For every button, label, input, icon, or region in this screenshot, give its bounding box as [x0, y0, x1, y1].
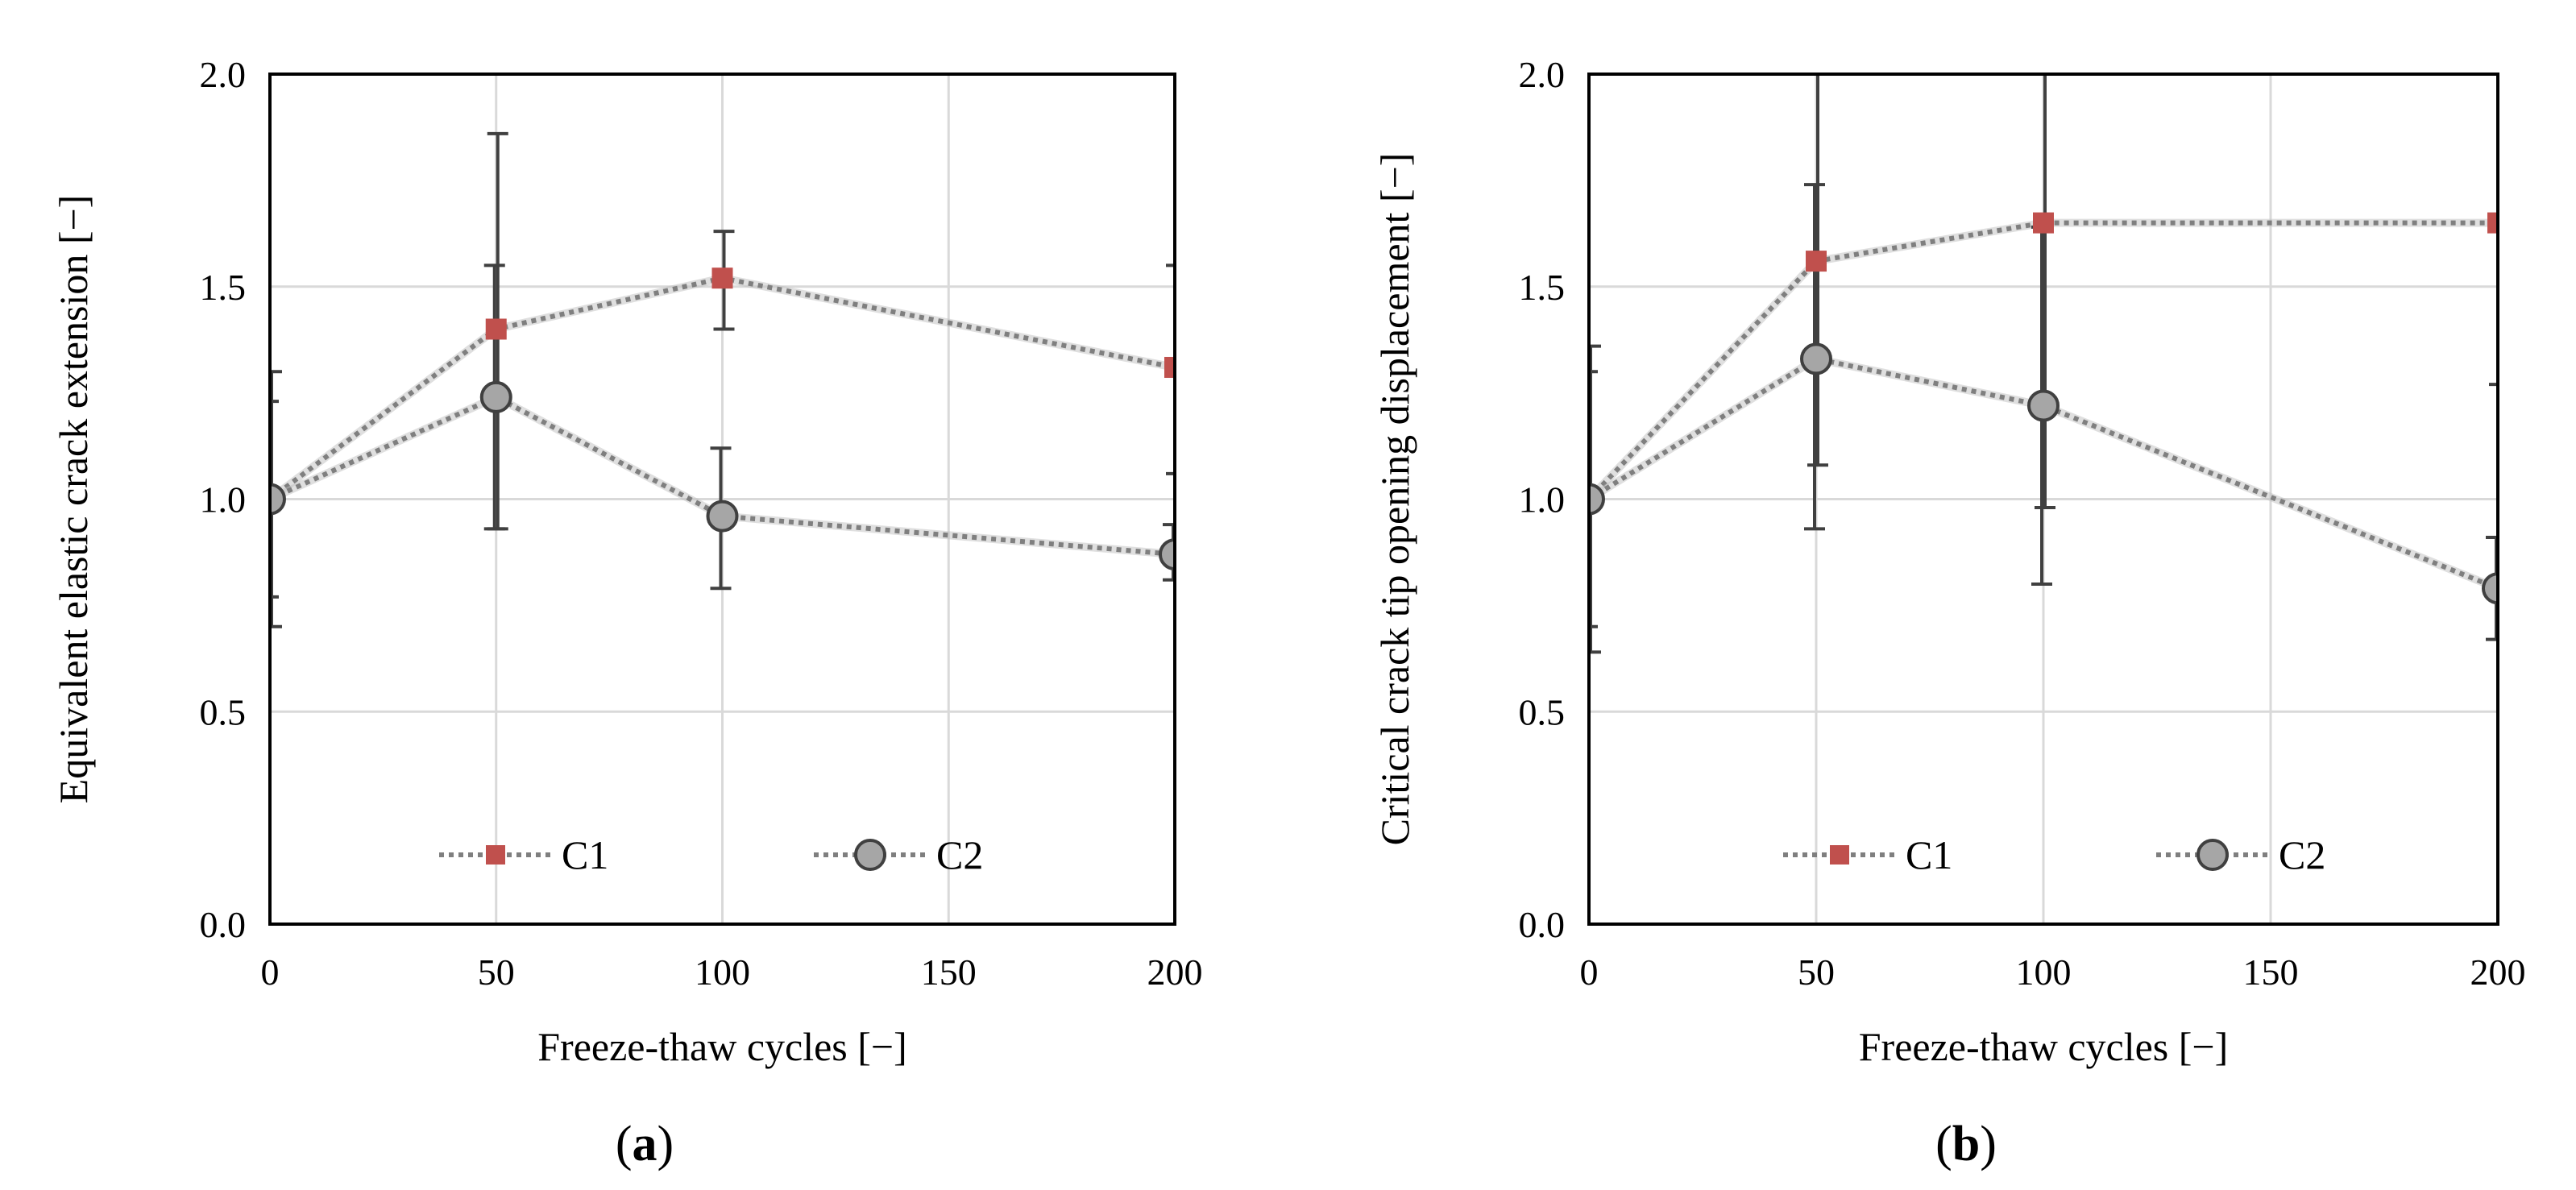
caption-a-letter: a	[633, 1117, 657, 1171]
legend-marker-c2	[2196, 839, 2229, 871]
y-tick-label: 1.0	[200, 479, 247, 520]
legend-label-c2: C2	[936, 832, 983, 877]
y-tick-label: 0.0	[1519, 904, 1566, 945]
x-tick-label: 200	[2470, 952, 2526, 993]
y-tick-label: 1.5	[200, 267, 247, 308]
x-tick-label: 50	[478, 952, 515, 993]
marker-c1	[485, 318, 507, 340]
legend-label-c1: C1	[562, 832, 608, 877]
marker-c2	[706, 500, 739, 533]
y-tick-label: 2.0	[200, 54, 247, 95]
x-tick-label: 100	[695, 952, 750, 993]
marker-c2	[270, 483, 286, 516]
marker-c1	[2487, 212, 2498, 234]
y-axis-title: Equivalent elastic crack extension [−]	[51, 195, 96, 804]
y-axis-title: Critical crack tip opening displacement …	[1372, 153, 1417, 846]
y-tick-label: 0.5	[1519, 691, 1566, 732]
legend-marker-c1	[486, 845, 505, 865]
marker-c2	[479, 380, 512, 413]
series-line-c1	[1589, 220, 2498, 501]
x-axis-title: Freeze-thaw cycles [−]	[1859, 1024, 2229, 1069]
marker-c1	[1806, 251, 1827, 272]
y-tick-label: 0.5	[200, 691, 247, 732]
marker-c1	[711, 267, 733, 289]
marker-c2	[2482, 572, 2498, 605]
x-tick-label: 100	[2016, 952, 2072, 993]
series-line-shadow-c2	[270, 392, 1175, 559]
marker-c2	[1800, 342, 1832, 375]
x-tick-label: 150	[921, 952, 977, 993]
caption-b-letter: b	[1952, 1117, 1980, 1171]
x-tick-label: 0	[1580, 952, 1599, 993]
x-tick-label: 0	[261, 952, 280, 993]
series-line-c1	[270, 276, 1175, 501]
chart-panel-2: 0.0 0.5 1.0 1.5 2.0 0 50 100 150 200 Freeze-thaw c…	[1372, 54, 2526, 1069]
marker-c2	[1589, 483, 1605, 516]
x-axis-title: Freeze-thaw cycles [−]	[537, 1024, 907, 1069]
chart-panel-1: 0.0 0.5 1.0 1.5 2.0 0 50 100 150 200 Freeze-thaw c…	[51, 54, 1203, 1069]
plot-border	[1587, 73, 2499, 926]
marker-c1	[2033, 212, 2054, 234]
y-tick-label: 1.0	[1519, 479, 1566, 520]
x-tick-label: 50	[1798, 952, 1835, 993]
y-tick-label: 1.5	[1519, 267, 1566, 308]
legend: C1 C2	[1783, 832, 2325, 877]
caption-a: (a)	[616, 1117, 674, 1171]
series-line-shadow-c2	[1589, 355, 2498, 593]
marker-c2	[1159, 538, 1175, 571]
y-tick-label: 0.0	[200, 904, 247, 945]
plot-border	[268, 73, 1176, 926]
y-tick-label: 2.0	[1519, 54, 1566, 95]
legend: C1 C2	[439, 832, 983, 877]
marker-c2	[2027, 389, 2060, 422]
marker-c1	[1164, 356, 1175, 378]
x-tick-label: 200	[1147, 952, 1203, 993]
legend-label-c1: C1	[1906, 832, 1952, 877]
legend-marker-c2	[854, 839, 886, 871]
legend-marker-c1	[1830, 845, 1849, 865]
x-tick-label: 150	[2243, 952, 2299, 993]
caption-b: (b)	[1935, 1117, 1997, 1171]
legend-label-c2: C2	[2279, 832, 2325, 877]
